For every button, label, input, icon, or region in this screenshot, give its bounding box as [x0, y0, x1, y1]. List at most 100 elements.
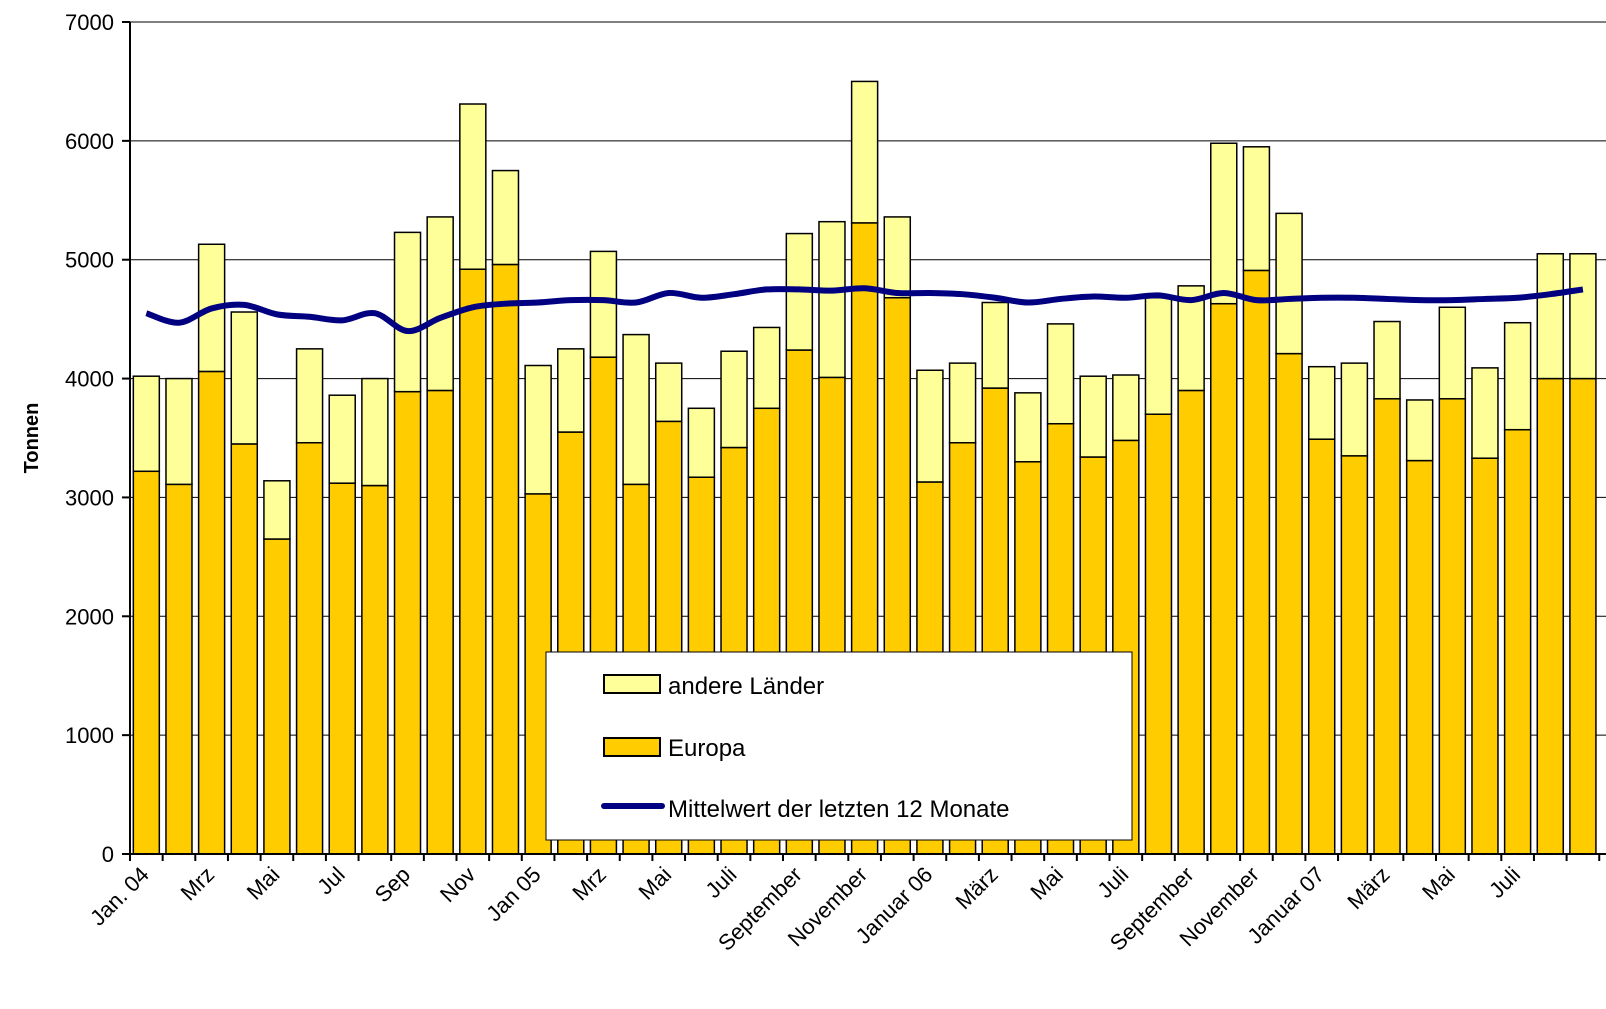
- bar-andere-laender: [165, 377, 193, 486]
- bar-andere-laender: [1046, 323, 1075, 425]
- x-tick-label: Juli: [1092, 862, 1133, 903]
- bar-europa: [197, 370, 226, 855]
- bar-andere-laender: [524, 364, 552, 495]
- bar-europa: [1144, 413, 1173, 855]
- bar-europa: [1405, 459, 1434, 855]
- bar-andere-laender: [1340, 362, 1369, 457]
- bar-andere-laender: [752, 326, 781, 410]
- bar-andere-laender: [1014, 392, 1042, 463]
- bar-andere-laender: [263, 480, 291, 540]
- x-tick-label: Mai: [242, 862, 285, 905]
- bar-andere-laender: [491, 169, 520, 266]
- bar-andere-laender: [230, 311, 259, 445]
- bar-andere-laender: [1079, 375, 1107, 458]
- x-tick-label: Mai: [1417, 862, 1460, 905]
- x-tick-label: Nov: [435, 862, 480, 907]
- x-tick-label: Mai: [634, 862, 677, 905]
- y-tick-label: 4000: [65, 367, 114, 392]
- bar-europa: [393, 390, 422, 855]
- bar-europa: [1340, 455, 1369, 855]
- y-tick-label: 2000: [65, 604, 114, 629]
- bar-europa: [1569, 377, 1597, 855]
- x-tick-label: Sep: [370, 862, 415, 907]
- legend-swatch-andere-laender: [603, 674, 661, 694]
- bar-andere-laender: [328, 394, 356, 484]
- y-tick-label: 1000: [65, 723, 114, 748]
- bar-andere-laender: [132, 375, 161, 473]
- bar-andere-laender: [1569, 253, 1597, 380]
- bar-andere-laender: [720, 350, 748, 449]
- bar-europa: [1275, 352, 1303, 855]
- x-tick-label: Jan 05: [481, 862, 545, 926]
- bar-andere-laender: [654, 362, 683, 423]
- legend-swatch-europa: [603, 737, 661, 757]
- bar-andere-laender: [948, 362, 977, 444]
- bar-andere-laender: [981, 301, 1009, 389]
- bar-europa: [1536, 377, 1565, 855]
- bar-andere-laender: [1112, 374, 1140, 442]
- x-tick-label: März: [951, 862, 1003, 914]
- bar-europa: [1177, 389, 1205, 855]
- bar-andere-laender: [1536, 253, 1565, 380]
- bar-andere-laender: [1373, 320, 1401, 400]
- bar-europa: [1471, 457, 1499, 855]
- legend-label-mittelwert: Mittelwert der letzten 12 Monate: [668, 796, 1010, 823]
- x-tick-label: Jul: [312, 862, 350, 900]
- bar-andere-laender: [1438, 306, 1467, 400]
- bar-andere-laender: [1503, 321, 1532, 431]
- bar-europa: [295, 442, 324, 855]
- bar-andere-laender: [1177, 285, 1205, 392]
- bar-europa: [426, 389, 454, 855]
- x-tick-label: Mrz: [567, 862, 611, 906]
- bar-andere-laender: [1471, 367, 1499, 459]
- x-tick-label: Mai: [1025, 862, 1068, 905]
- average-line: [145, 285, 1584, 335]
- bar-andere-laender: [1405, 399, 1434, 462]
- average-line-layer: [145, 285, 1584, 335]
- bar-andere-laender: [1210, 142, 1238, 305]
- bar-andere-laender: [622, 333, 650, 486]
- bar-andere-laender: [687, 407, 716, 478]
- legend: andere Länder Europa Mittelwert der letz…: [545, 651, 1133, 841]
- bar-andere-laender: [1307, 365, 1336, 440]
- bar-europa: [1503, 428, 1532, 855]
- bar-europa: [1373, 398, 1401, 855]
- bar-andere-laender: [459, 103, 487, 270]
- x-tick-label: Juli: [701, 862, 742, 903]
- y-tick-label: 6000: [65, 129, 114, 154]
- x-tick-label: Jan. 04: [85, 862, 154, 931]
- x-tick-label: Juli: [1484, 862, 1525, 903]
- bar-andere-laender: [295, 348, 324, 444]
- bar-europa: [165, 483, 193, 855]
- bar-andere-laender: [1242, 146, 1271, 272]
- bar-europa: [459, 268, 487, 855]
- y-tick-label: 3000: [65, 485, 114, 510]
- y-tick-label: 7000: [65, 10, 114, 35]
- legend-label-europa: Europa: [668, 735, 746, 762]
- y-axis-title: Tonnen: [21, 403, 43, 474]
- bar-andere-laender: [850, 80, 879, 224]
- bar-europa: [361, 484, 389, 855]
- bar-europa: [1438, 398, 1467, 855]
- bar-andere-laender: [393, 231, 422, 393]
- x-tick-label: Mrz: [176, 862, 220, 906]
- bar-andere-laender: [1144, 296, 1173, 415]
- bar-europa: [491, 263, 520, 855]
- y-tick-label: 0: [102, 842, 114, 867]
- bar-europa: [1210, 302, 1238, 855]
- bar-andere-laender: [426, 216, 454, 392]
- bar-europa: [1242, 269, 1271, 855]
- y-tick-label: 5000: [65, 248, 114, 273]
- bar-europa: [1307, 438, 1336, 855]
- bar-andere-laender: [818, 220, 846, 379]
- bar-andere-laender: [589, 250, 618, 358]
- bar-europa: [263, 538, 291, 855]
- bar-andere-laender: [1275, 212, 1303, 355]
- bar-andere-laender: [883, 216, 912, 299]
- x-tick-label: März: [1342, 862, 1394, 914]
- legend-label-andere-laender: andere Länder: [668, 673, 824, 700]
- bar-europa: [230, 443, 259, 855]
- bar-europa: [132, 470, 161, 855]
- bar-andere-laender: [916, 369, 944, 483]
